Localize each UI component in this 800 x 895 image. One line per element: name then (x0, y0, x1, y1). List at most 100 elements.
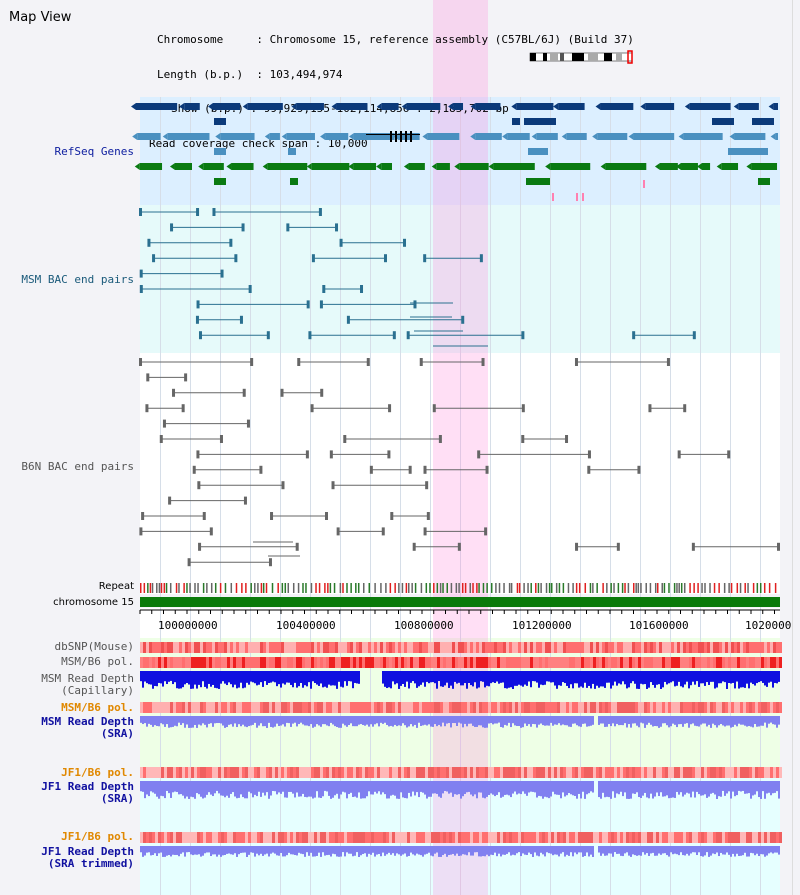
gene-block (436, 163, 450, 170)
depth-bar (576, 781, 578, 799)
depth-bar (554, 781, 556, 795)
depth-bar (710, 716, 712, 728)
depth-bar (576, 716, 578, 726)
depth-bar (556, 846, 558, 855)
heat-cell (374, 702, 377, 713)
bac-end (574, 358, 578, 366)
depth-bar (482, 846, 484, 857)
depth-bar (168, 716, 170, 728)
depth-bar (240, 671, 242, 683)
depth-bar (706, 716, 708, 727)
heat-cell (590, 832, 593, 843)
depth-bar (152, 781, 154, 793)
depth-bar (728, 846, 730, 855)
heat-cell (530, 767, 533, 778)
depth-bar (382, 671, 384, 684)
heat-cell (233, 832, 236, 843)
repeat-mark (673, 583, 676, 593)
depth-bar (638, 671, 640, 689)
repeat-mark (210, 583, 213, 593)
bac-end (220, 269, 224, 278)
gene-block (558, 103, 585, 110)
heat-cell (461, 832, 464, 843)
depth-bar (180, 671, 182, 689)
depth-bar (746, 671, 748, 684)
depth-bar (218, 671, 220, 689)
heat-cell (647, 642, 650, 653)
heat-cell (731, 657, 734, 668)
depth-bar (766, 671, 768, 687)
msm-read-depth-sra-sub-label: (SRA) (100, 727, 134, 740)
depth-bar (536, 671, 538, 683)
depth-bar (558, 781, 560, 795)
heat-cell (302, 702, 305, 713)
depth-bar (754, 781, 756, 795)
bac-end (565, 435, 569, 443)
heat-cell (395, 657, 398, 668)
depth-bar (390, 671, 392, 689)
depth-bar (554, 846, 556, 855)
depth-bar (528, 671, 530, 682)
depth-bar (522, 716, 524, 728)
depth-bar (674, 781, 676, 798)
depth-bar (422, 846, 424, 857)
gene-exon (400, 131, 402, 142)
depth-bar (246, 671, 248, 683)
heat-cell (704, 767, 707, 778)
depth-bar (760, 781, 762, 799)
heat-cell (398, 767, 401, 778)
depth-bar (256, 716, 258, 728)
heat-cell (680, 642, 683, 653)
gene-block (528, 148, 548, 155)
depth-bar (634, 671, 636, 684)
heat-cell (761, 767, 764, 778)
depth-bar (762, 716, 764, 726)
depth-bar (776, 671, 778, 684)
heat-cell (722, 642, 725, 653)
depth-bar (248, 671, 250, 685)
scroll-handle[interactable] (792, 0, 800, 895)
heat-cell (392, 832, 395, 843)
repeat-mark (550, 583, 553, 593)
depth-bar (698, 716, 700, 727)
heat-cell (281, 642, 284, 653)
depth-bar (742, 716, 744, 725)
depth-bar (596, 671, 598, 686)
depth-bar (560, 671, 562, 686)
depth-bar (210, 781, 212, 795)
heat-cell (215, 642, 218, 653)
depth-bar (738, 781, 740, 791)
depth-bar (722, 846, 724, 855)
gene-block (728, 148, 768, 155)
heat-cell (536, 832, 539, 843)
heat-cell (572, 642, 575, 653)
depth-bar (220, 846, 222, 857)
depth-bar (644, 671, 646, 685)
depth-bar (226, 671, 228, 686)
heat-cell (608, 657, 611, 668)
heat-cell (545, 767, 548, 778)
depth-bar (698, 846, 700, 853)
depth-bar (354, 671, 356, 683)
depth-bar (450, 846, 452, 855)
heat-cell (662, 642, 665, 653)
depth-bar (636, 781, 638, 793)
heat-cell (524, 767, 527, 778)
depth-bar (434, 846, 436, 854)
depth-bar (498, 716, 500, 723)
depth-bar (390, 716, 392, 726)
highlight-region[interactable] (433, 0, 488, 895)
heat-cell (731, 642, 734, 653)
depth-bar (168, 671, 170, 682)
depth-bar (626, 716, 628, 728)
heat-cell (191, 767, 194, 778)
heat-cell (617, 702, 620, 713)
heat-cell (443, 767, 446, 778)
heat-cell (437, 657, 440, 668)
heat-cell (530, 657, 533, 668)
depth-bar (772, 781, 774, 794)
heat-cell (668, 767, 671, 778)
depth-bar (460, 671, 462, 686)
heat-cell (608, 642, 611, 653)
